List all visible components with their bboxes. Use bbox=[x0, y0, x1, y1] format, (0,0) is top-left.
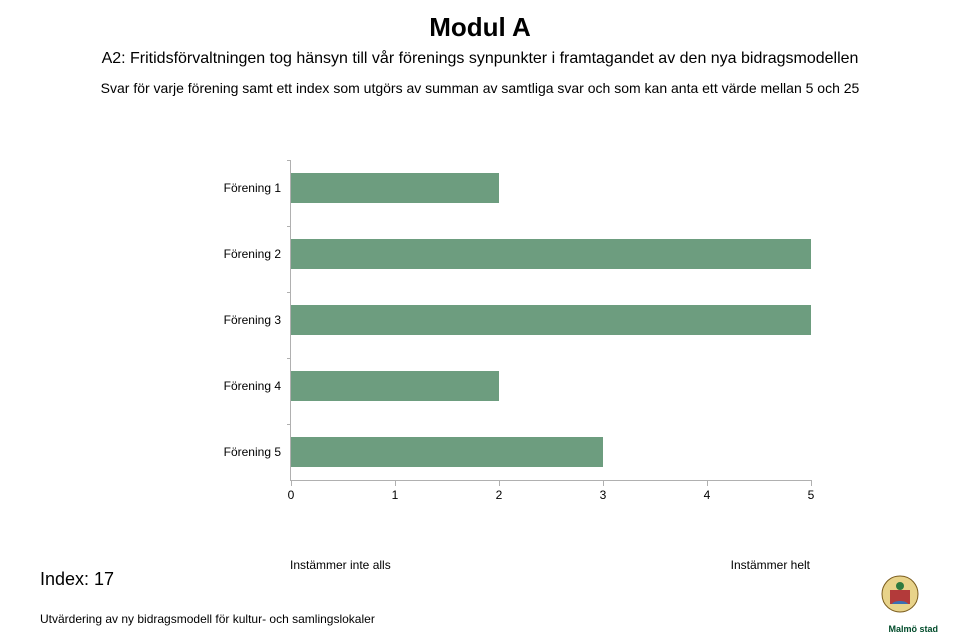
x-tick-label: 5 bbox=[808, 488, 815, 502]
bar bbox=[291, 437, 603, 467]
x-tick bbox=[499, 480, 500, 486]
x-tick-label: 4 bbox=[704, 488, 711, 502]
y-tick bbox=[287, 226, 291, 227]
y-tick bbox=[287, 292, 291, 293]
bar-chart: 0 1 2 3 4 5 Förening 1 Förening 2 Förening 3 Före… bbox=[180, 160, 820, 530]
x-tick bbox=[603, 480, 604, 486]
x-axis-right-label: Instämmer helt bbox=[731, 558, 810, 572]
bar bbox=[291, 371, 499, 401]
x-tick-label: 3 bbox=[600, 488, 607, 502]
chart-row: Förening 3 bbox=[291, 292, 811, 348]
x-tick-label: 1 bbox=[392, 488, 399, 502]
category-label: Förening 1 bbox=[181, 181, 281, 195]
logo-icon bbox=[870, 572, 930, 620]
plot-area: 012345Förening 1Förening 2Förening 3Före… bbox=[290, 160, 811, 481]
bar bbox=[291, 305, 811, 335]
logo-label: Malmö stad bbox=[888, 624, 938, 634]
bar bbox=[291, 173, 499, 203]
page: Modul A A2: Fritidsförvaltningen tog hän… bbox=[0, 0, 960, 640]
chart-row: Förening 2 bbox=[291, 226, 811, 282]
index-value: Index: 17 bbox=[40, 569, 114, 590]
y-tick bbox=[287, 424, 291, 425]
x-tick-label: 0 bbox=[288, 488, 295, 502]
chart-row: Förening 1 bbox=[291, 160, 811, 216]
bar bbox=[291, 239, 811, 269]
footer-text: Utvärdering av ny bidragsmodell för kult… bbox=[40, 612, 375, 626]
y-tick bbox=[287, 160, 291, 161]
category-label: Förening 3 bbox=[181, 313, 281, 327]
category-label: Förening 2 bbox=[181, 247, 281, 261]
x-tick bbox=[707, 480, 708, 486]
question-text: A2: Fritidsförvaltningen tog hänsyn till… bbox=[60, 50, 900, 68]
question-description: Svar för varje förening samt ett index s… bbox=[60, 80, 900, 96]
x-axis-left-label: Instämmer inte alls bbox=[290, 558, 391, 572]
page-title: Modul A bbox=[0, 12, 960, 43]
x-tick-label: 2 bbox=[496, 488, 503, 502]
chart-row: Förening 4 bbox=[291, 358, 811, 414]
category-label: Förening 5 bbox=[181, 445, 281, 459]
y-tick bbox=[287, 358, 291, 359]
x-tick bbox=[395, 480, 396, 486]
chart-row: Förening 5 bbox=[291, 424, 811, 480]
x-tick bbox=[291, 480, 292, 486]
category-label: Förening 4 bbox=[181, 379, 281, 393]
x-tick bbox=[811, 480, 812, 486]
